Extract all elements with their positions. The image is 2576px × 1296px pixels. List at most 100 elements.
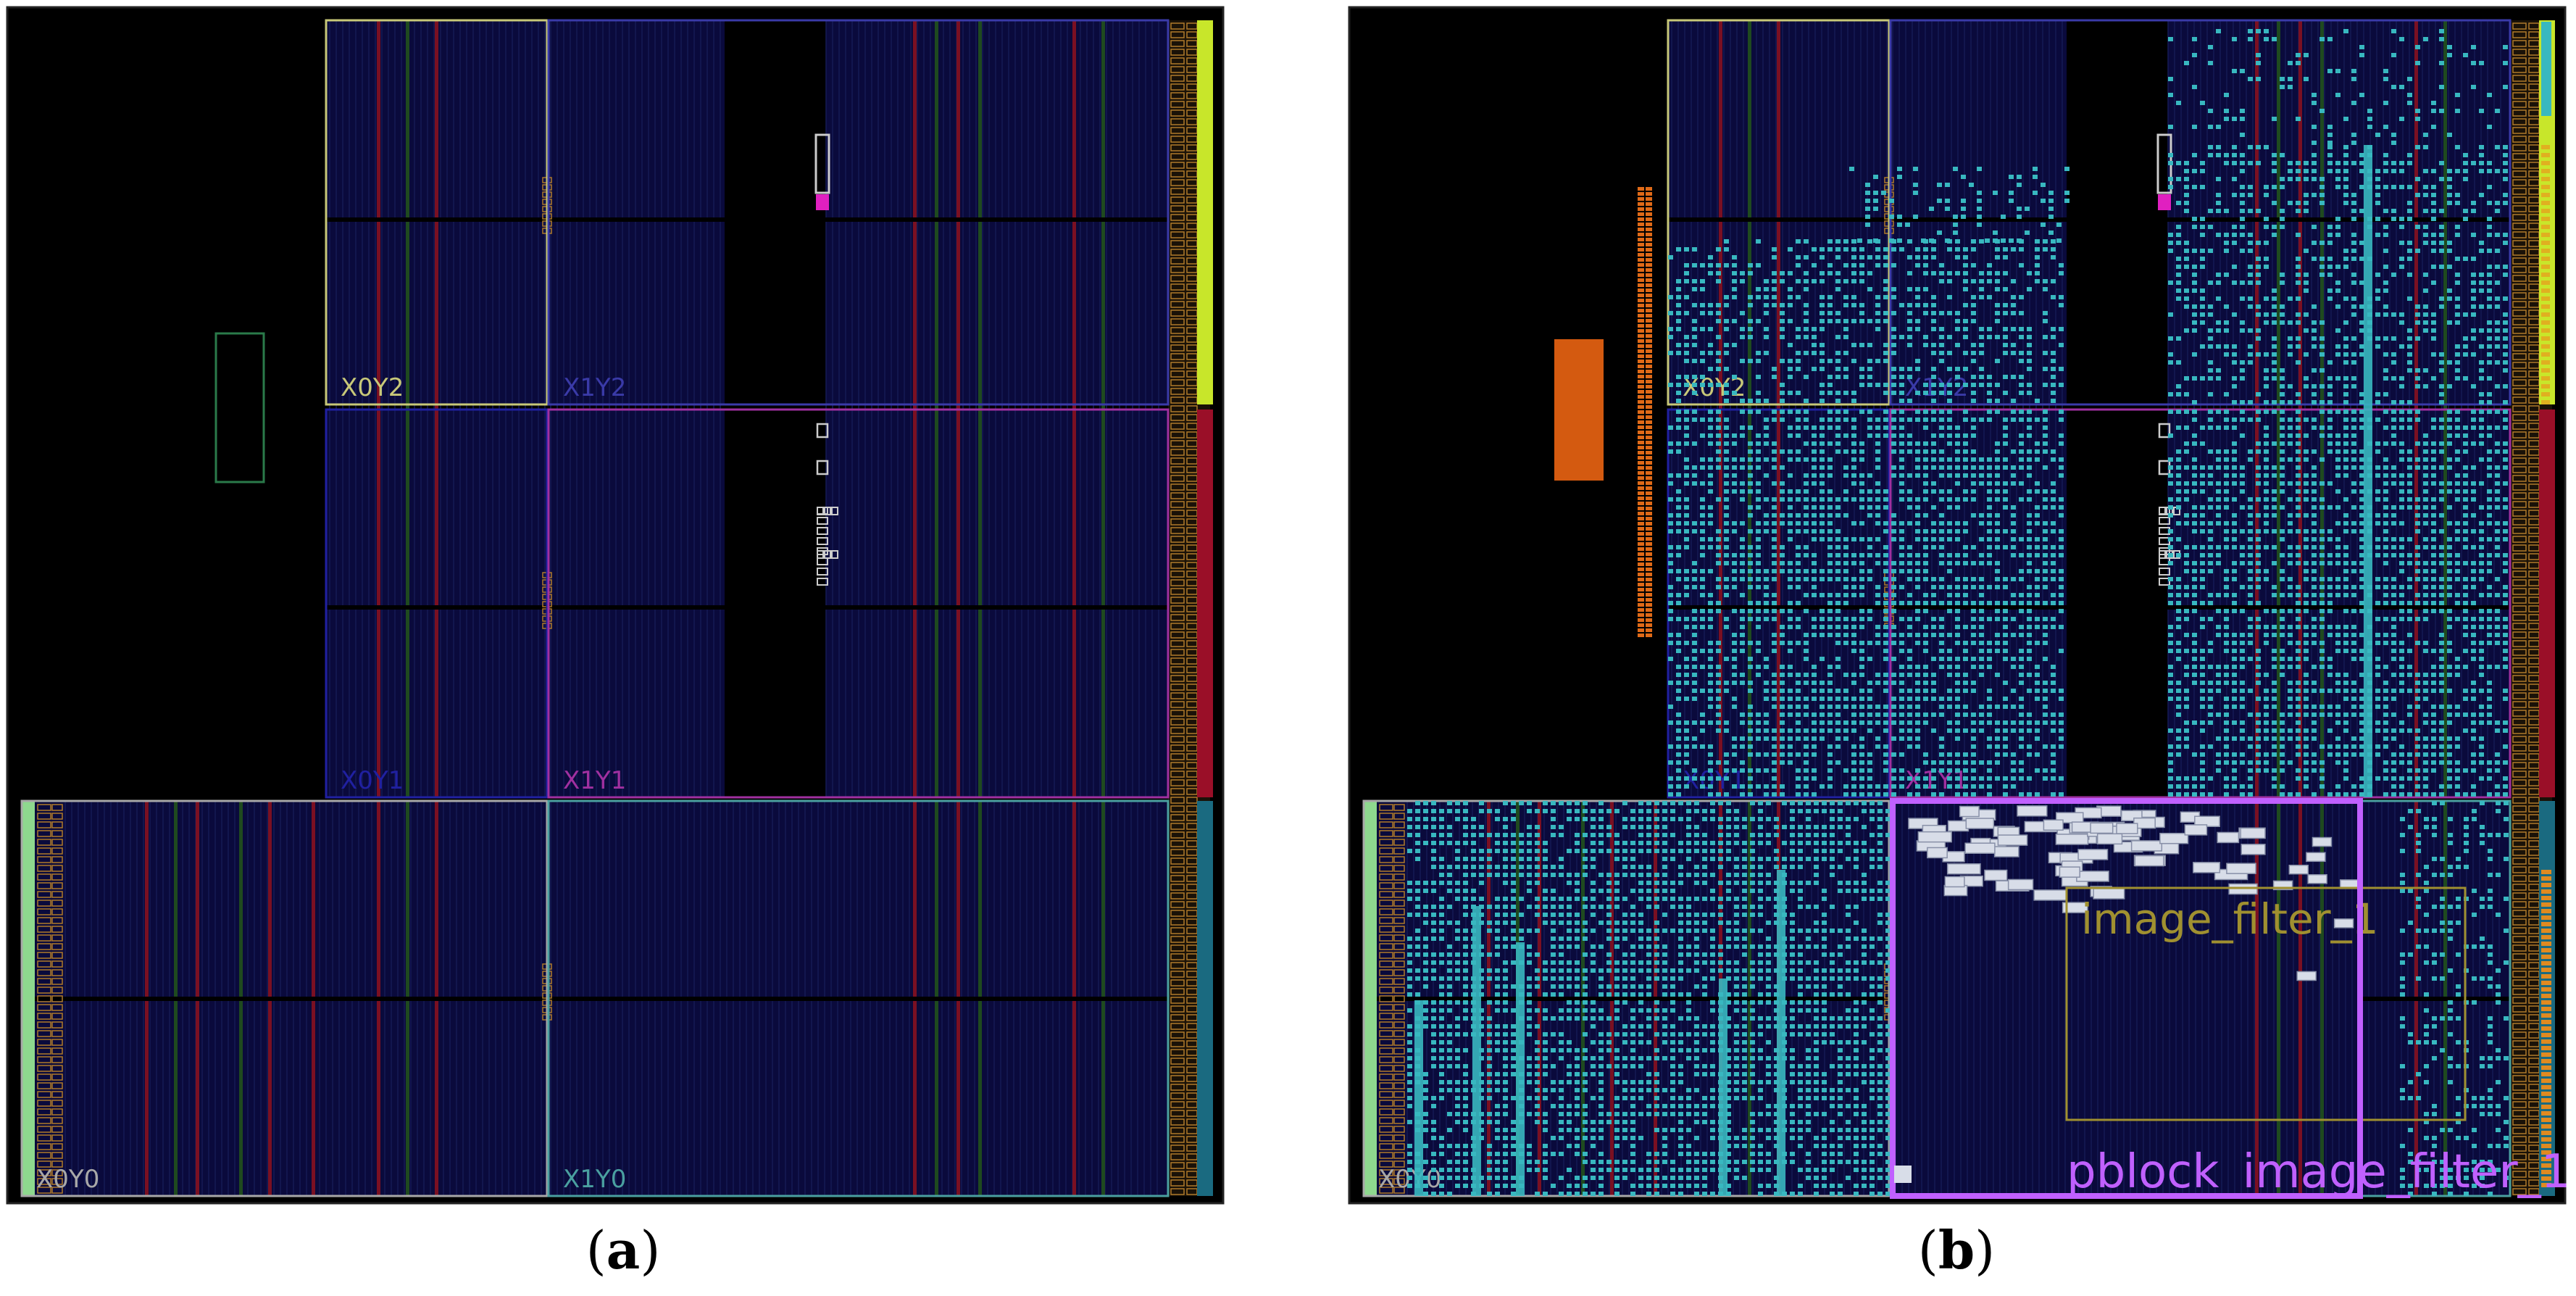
placed-cell [1971,497,1976,502]
placed-cell [1676,720,1681,725]
placed-cell [1931,319,1936,323]
placed-cell [1923,776,1928,781]
io-tile [51,1030,63,1037]
placed-cell [2043,410,2048,414]
placed-cell [1820,697,1825,701]
io-tile [37,1117,51,1124]
placed-cell [1851,425,1856,430]
placed-cell [1668,561,1673,565]
placed-cell [1931,784,1936,789]
placed-cell [1676,441,1681,446]
io-tile [1170,510,1185,517]
placed-cell [1820,343,1825,347]
placed-cell [2351,441,2356,446]
placed-cell [1923,481,1928,486]
clock-region-border [1667,19,1891,406]
placed-cell [1873,191,1878,195]
placed-cell [1979,343,1984,347]
placed-cell [1820,529,1825,533]
placed-cell [2383,69,2388,73]
placed-cell [1907,593,1912,597]
placed-cell [1963,287,1968,291]
placed-cell [1995,399,2000,403]
gap-cell [2159,578,2170,586]
placed-cell [2359,457,2364,462]
placed-cell [1907,367,1912,371]
placed-cell [1692,561,1697,565]
placed-cell [2280,457,2285,462]
placed-cell [2296,497,2301,502]
placed-cell [2335,352,2341,357]
placed-cell [1700,287,1705,291]
placed-cell [1692,383,1697,387]
io-tile [1170,483,1185,491]
placed-cell [1899,768,1904,773]
placed-cell [2487,185,2492,189]
placed-cell [1923,343,1928,347]
placed-cell [1979,375,1984,379]
io-tile [1393,995,1405,1002]
placed-cell [2264,265,2269,269]
placed-cell [2200,465,2205,470]
placed-cell [2312,125,2317,129]
io-tile [1379,813,1393,820]
placed-cell [1907,577,1912,581]
placed-cell [1955,665,1960,669]
placed-cell [1780,513,1785,518]
placed-cell [1915,319,1920,323]
placed-cell [1907,545,1912,549]
placed-cell [2280,304,2285,309]
placed-cell [2019,665,2024,669]
placed-cell [2391,433,2396,438]
placed-cell [2003,752,2008,757]
placed-cell [2439,241,2444,245]
placed-cell [2192,418,2197,422]
placed-cell [2431,201,2436,205]
io-tile [51,1126,63,1133]
placed-cell [1987,601,1992,605]
gap-cell [2159,568,2170,576]
io-tile [1170,997,1185,1004]
placed-cell [2503,161,2508,165]
placed-cell [2391,85,2396,89]
placed-cell [1756,609,1761,613]
placed-cell [2391,185,2396,189]
placed-cell [1756,410,1761,414]
placed-cell [2027,593,2032,597]
placed-cell [1804,609,1809,613]
placed-cell [1804,593,1809,597]
placed-cell [1788,247,1793,252]
placed-cell [2455,193,2460,197]
placed-cell [2043,529,2048,533]
placed-cell [1827,713,1833,717]
placed-cell [1939,335,1944,339]
placed-cell [2343,320,2348,325]
placed-cell [1923,489,1928,494]
placed-cell [2423,133,2428,137]
io-tile [51,908,63,915]
placed-cell [1820,327,1825,331]
placed-cell [1764,425,1769,430]
placed-cell [2304,449,2309,454]
placed-cell [1812,457,1817,462]
placed-cell [1939,418,1944,422]
placed-cell [2051,720,2056,725]
placed-cell [2447,441,2452,446]
placed-cell [1684,375,1689,379]
placed-cell [1692,665,1697,669]
placed-cell [1796,713,1801,717]
placed-cell [1899,367,1904,371]
io-tile [1379,1152,1393,1159]
placed-cell [2447,457,2452,462]
io-tile [1170,144,1185,151]
placed-cell [1827,303,1833,307]
placed-cell [2027,359,2032,363]
placed-cell [2487,410,2492,414]
placed-cell [2208,473,2213,478]
placed-cell [1716,553,1721,557]
placed-cell [1915,295,1920,299]
placed-cell [2003,271,2008,275]
placed-cell [1708,617,1713,621]
placed-cell [2248,457,2253,462]
placed-cell [1851,768,1856,773]
